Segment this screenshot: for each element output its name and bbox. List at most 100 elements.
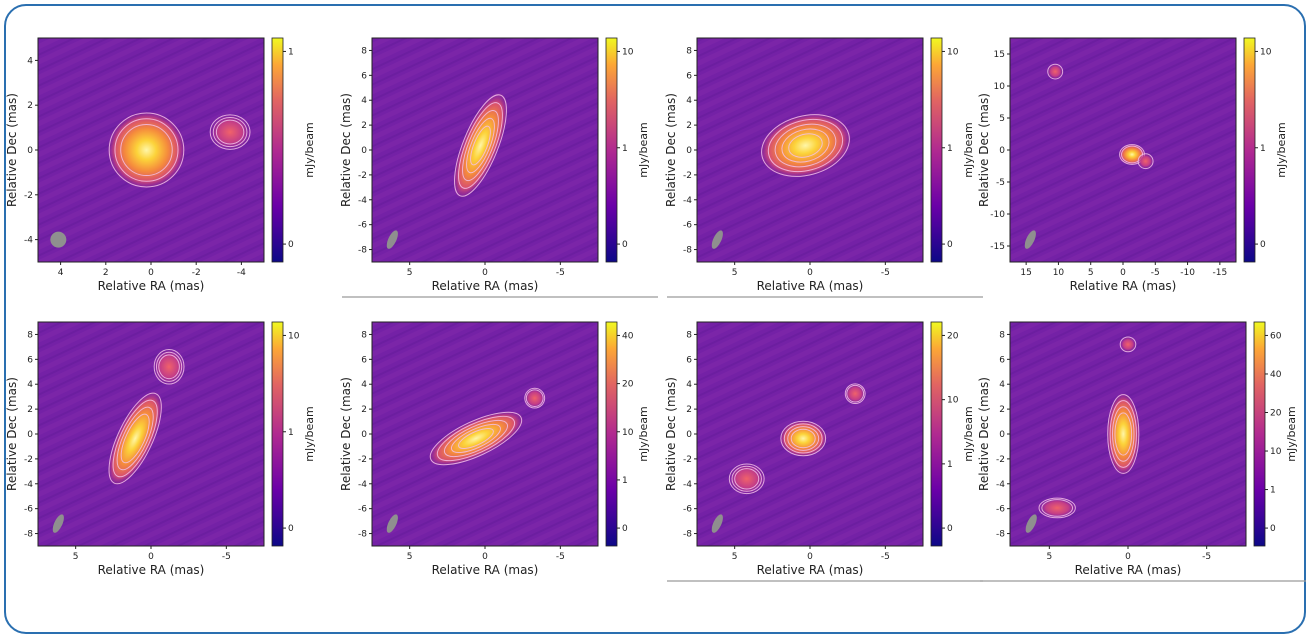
contour-line (120, 123, 173, 177)
y-tick-label: -4 (24, 236, 33, 246)
radio-source (728, 463, 765, 495)
colorbar (930, 321, 943, 547)
contour-line (212, 116, 248, 148)
contour-line (120, 413, 150, 464)
y-tick-label: -6 (683, 221, 692, 231)
contour-line (1109, 400, 1137, 468)
y-axis-label: Relative Dec (mas) (977, 377, 991, 491)
y-axis-label: Relative Dec (mas) (664, 93, 678, 207)
y-tick-label: 4 (686, 96, 692, 106)
y-tick-label: -8 (683, 246, 692, 256)
x-tick-label: 5 (732, 268, 738, 278)
x-tick-label: -15 (1213, 268, 1228, 278)
beam-ellipse (386, 230, 398, 249)
y-tick-label: -6 (358, 505, 367, 515)
colorbar-tick-label: 20 (947, 331, 959, 341)
contour-line (153, 349, 185, 385)
colorbar-tick-label: 10 (622, 47, 634, 57)
contour-line (761, 114, 850, 177)
radio-source (524, 387, 546, 409)
x-tick-label: -5 (1202, 552, 1211, 562)
x-tick-label: 0 (482, 552, 488, 562)
colorbar-tick-label: 10 (947, 47, 959, 57)
colorbar-label: mJy/beam (303, 406, 316, 461)
contour-line (780, 420, 827, 457)
colorbar-tick-label: 0 (622, 240, 628, 250)
colorbar-tick-label: 40 (622, 331, 634, 341)
contour-line (1114, 412, 1133, 456)
contour-line (1041, 499, 1074, 517)
y-tick-label: 2 (686, 121, 692, 131)
colorbar (1253, 321, 1266, 547)
y-tick-label: 0 (361, 146, 367, 156)
y-tick-label: 0 (27, 146, 33, 156)
y-tick-label: 8 (686, 330, 692, 340)
contour-line (429, 411, 523, 466)
x-tick-label: -5 (222, 552, 231, 562)
y-tick-label: 0 (361, 430, 367, 440)
y-tick-label: -4 (683, 480, 692, 490)
contour-line (112, 399, 158, 478)
y-tick-label: 2 (686, 405, 692, 415)
y-tick-label: 0 (686, 430, 692, 440)
contour-line (1038, 497, 1076, 519)
contour-line (1107, 394, 1140, 474)
x-tick-label: 4 (58, 268, 64, 278)
radio-source (428, 411, 524, 466)
colorbar-label: mJy/beam (962, 122, 975, 177)
contour-line (767, 118, 844, 173)
y-tick-label: 2 (361, 405, 367, 415)
x-tick-label: -5 (556, 268, 565, 278)
x-axis-label: Relative RA (mas) (98, 563, 205, 577)
radio-source (107, 111, 186, 189)
colorbar-label: mJy/beam (962, 406, 975, 461)
contour-line (783, 423, 823, 454)
radio-source (1137, 153, 1154, 170)
contour-line (436, 415, 516, 462)
y-tick-label: 4 (999, 380, 1005, 390)
contour-line (790, 428, 816, 449)
colorbar-tick-label: 1 (947, 460, 953, 470)
x-tick-label: -5 (881, 552, 890, 562)
contour-line (454, 94, 507, 197)
radio-source (453, 92, 508, 199)
y-tick-label: -4 (996, 480, 1005, 490)
y-tick-label: 0 (999, 146, 1005, 156)
y-axis-label: Relative Dec (mas) (5, 377, 19, 491)
x-tick-label: -5 (1151, 268, 1160, 278)
colorbar-tick-label: 0 (622, 524, 628, 534)
y-tick-label: -4 (24, 480, 33, 490)
y-tick-label: 6 (686, 355, 692, 365)
y-tick-label: -8 (996, 530, 1005, 540)
x-tick-label: 5 (1046, 552, 1052, 562)
y-tick-label: 2 (27, 405, 33, 415)
x-tick-label: 0 (807, 552, 813, 562)
x-tick-label: 5 (73, 552, 79, 562)
x-tick-label: -5 (556, 552, 565, 562)
colorbar-tick-label: 0 (1270, 524, 1276, 534)
contour-line (470, 125, 491, 166)
y-tick-label: 4 (361, 380, 367, 390)
contour-line (1047, 63, 1064, 80)
radio-source (209, 114, 251, 151)
y-tick-label: -8 (358, 530, 367, 540)
x-tick-label: 5 (732, 552, 738, 562)
colorbar-tick-label: 0 (947, 240, 953, 250)
contour-line (846, 384, 865, 403)
colorbar-tick-label: 20 (1270, 408, 1282, 418)
y-tick-label: 2 (999, 405, 1005, 415)
x-tick-label: 5 (1088, 268, 1094, 278)
contour-line (114, 118, 179, 182)
y-tick-label: 6 (27, 355, 33, 365)
contour-line (108, 112, 185, 188)
radio-source (153, 348, 185, 385)
colorbar-tick-label: 10 (622, 428, 634, 438)
y-tick-label: 4 (361, 96, 367, 106)
contour-line (781, 128, 830, 163)
image-panel-p2: 5 0 -5 8 6 4 2 0 -2 -4 -6 -8 Relative RA (mas) Relati… (339, 37, 658, 298)
x-axis-label: Relative RA (mas) (757, 279, 864, 293)
